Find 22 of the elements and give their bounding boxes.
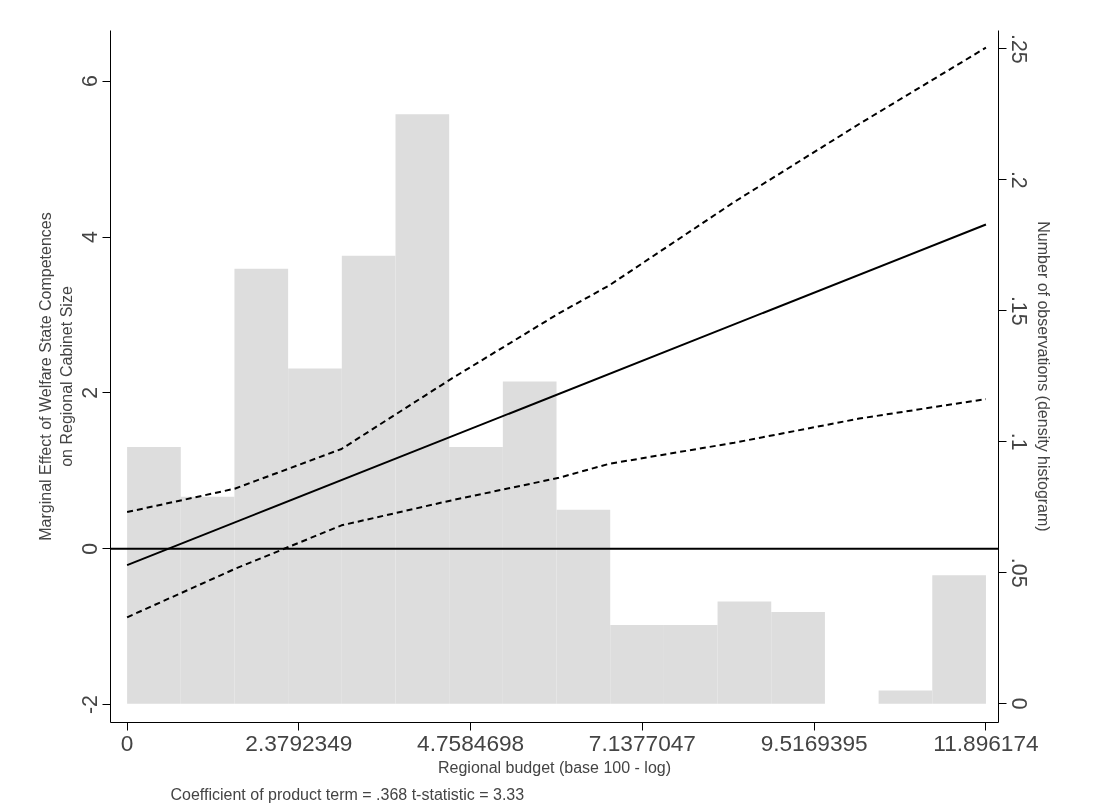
y2-tick-label: .1 <box>1006 432 1031 451</box>
x-tick-label: 4.7584698 <box>417 729 525 756</box>
y-tick-label: 4 <box>78 230 103 243</box>
text: Coefficient of product term = .368 t-statistic = 3.33 <box>170 785 525 803</box>
y2-tick-label: .25 <box>1006 34 1031 64</box>
x-tick-label: 0 <box>120 729 134 756</box>
y-tick-label: 6 <box>78 75 103 88</box>
y-axis-title: Marginal Effect of Welfare State Competences on Regional Cabinet Size <box>37 212 75 541</box>
x-tick-label: 9.5169395 <box>760 729 868 756</box>
x-tick-label: 7.1377047 <box>588 729 696 756</box>
y2-axis-title: Number of observations (density histogram) <box>1034 221 1052 532</box>
y-tick-label: 2 <box>78 386 103 399</box>
y2-tick-label: 0 <box>1006 697 1031 710</box>
x-tick-label: 2.3792349 <box>245 729 353 756</box>
y-tick-label: 0 <box>78 542 103 555</box>
line-series <box>126 46 987 514</box>
y2-tick-label: .05 <box>1006 557 1031 588</box>
x-axis-title: Regional budget (base 100 - log) <box>437 758 672 776</box>
y2-tick-label: .2 <box>1006 170 1031 189</box>
y-tick-label: -2 <box>78 695 103 715</box>
x-tick-label: 11.896174 <box>933 729 1039 756</box>
y2-tick-label: .15 <box>1006 295 1031 326</box>
